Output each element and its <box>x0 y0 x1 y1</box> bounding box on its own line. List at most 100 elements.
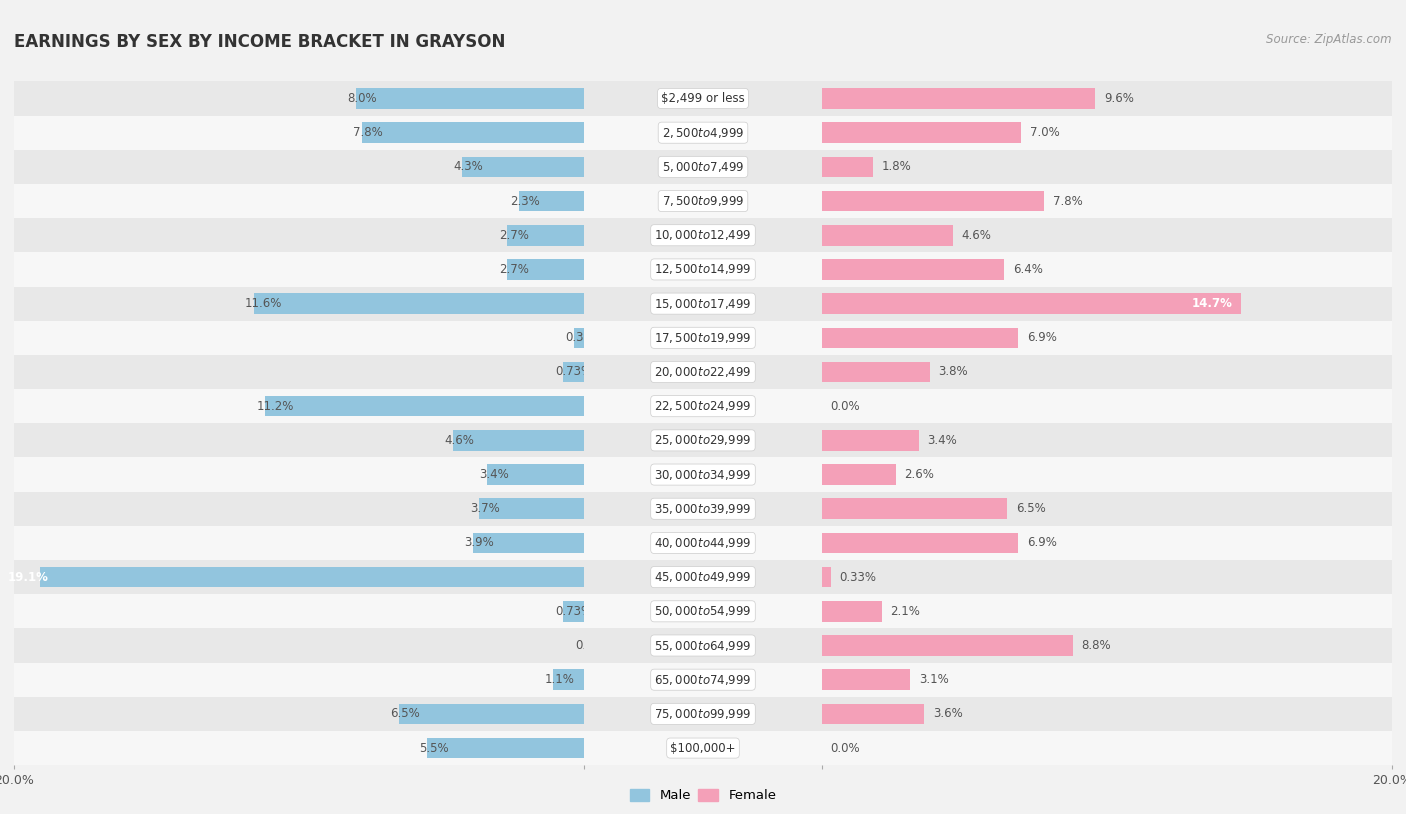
Bar <box>821 218 1392 252</box>
Text: 7.0%: 7.0% <box>1029 126 1060 139</box>
Bar <box>508 259 585 280</box>
Bar <box>472 532 585 554</box>
Text: $7,500 to $9,999: $7,500 to $9,999 <box>662 194 744 208</box>
Bar <box>821 663 1392 697</box>
Bar <box>585 663 821 697</box>
Bar <box>14 116 585 150</box>
Text: 7.8%: 7.8% <box>1053 195 1083 208</box>
Bar <box>585 252 821 287</box>
Bar <box>585 81 821 116</box>
Bar <box>821 567 831 588</box>
Text: $100,000+: $100,000+ <box>671 742 735 755</box>
Bar <box>14 492 585 526</box>
Bar <box>14 184 585 218</box>
Text: 1.1%: 1.1% <box>544 673 574 686</box>
Bar <box>14 628 585 663</box>
Bar <box>821 355 1392 389</box>
Bar <box>821 731 1392 765</box>
Text: $2,499 or less: $2,499 or less <box>661 92 745 105</box>
Text: 3.9%: 3.9% <box>464 536 495 549</box>
Text: 3.6%: 3.6% <box>934 707 963 720</box>
Text: 11.6%: 11.6% <box>245 297 283 310</box>
Bar <box>585 389 821 423</box>
Bar <box>821 430 918 451</box>
Bar <box>821 116 1392 150</box>
Bar <box>574 327 585 348</box>
Bar <box>821 594 1392 628</box>
Text: 3.7%: 3.7% <box>470 502 501 515</box>
Text: $22,500 to $24,999: $22,500 to $24,999 <box>654 399 752 414</box>
Bar <box>821 628 1392 663</box>
Bar <box>821 225 953 246</box>
Bar <box>821 560 1392 594</box>
Text: 0.36%: 0.36% <box>565 331 603 344</box>
Bar <box>585 321 821 355</box>
Bar <box>564 601 585 622</box>
Bar <box>821 526 1392 560</box>
Bar <box>14 457 585 492</box>
Bar <box>585 526 821 560</box>
Bar <box>821 252 1392 287</box>
Text: 0.33%: 0.33% <box>839 571 877 584</box>
Text: $50,000 to $54,999: $50,000 to $54,999 <box>654 604 752 619</box>
Bar <box>14 731 585 765</box>
Bar <box>585 457 821 492</box>
Text: $5,000 to $7,499: $5,000 to $7,499 <box>662 160 744 174</box>
Text: $12,500 to $14,999: $12,500 to $14,999 <box>654 262 752 277</box>
Bar <box>585 560 821 594</box>
Bar <box>585 731 821 765</box>
Text: 3.1%: 3.1% <box>918 673 949 686</box>
Bar <box>585 116 821 150</box>
Text: 3.8%: 3.8% <box>939 365 969 379</box>
Text: 6.9%: 6.9% <box>1026 536 1057 549</box>
Bar <box>14 81 585 116</box>
Bar <box>453 430 585 451</box>
Bar <box>356 88 585 109</box>
Bar <box>585 184 821 218</box>
Text: 0.73%: 0.73% <box>555 605 592 618</box>
Bar <box>585 355 821 389</box>
Bar <box>427 737 585 759</box>
Text: 4.6%: 4.6% <box>962 229 991 242</box>
Bar <box>821 81 1392 116</box>
Text: $30,000 to $34,999: $30,000 to $34,999 <box>654 467 752 482</box>
Text: $17,500 to $19,999: $17,500 to $19,999 <box>654 330 752 345</box>
Bar <box>821 423 1392 457</box>
Bar <box>821 287 1392 321</box>
Text: 6.5%: 6.5% <box>1015 502 1046 515</box>
Bar <box>264 396 585 417</box>
Bar <box>821 327 1018 348</box>
Text: $25,000 to $29,999: $25,000 to $29,999 <box>654 433 752 448</box>
Bar <box>361 122 585 143</box>
Text: 2.7%: 2.7% <box>499 263 529 276</box>
Text: 6.4%: 6.4% <box>1012 263 1043 276</box>
Bar <box>519 190 585 212</box>
Bar <box>14 526 585 560</box>
Text: $55,000 to $64,999: $55,000 to $64,999 <box>654 638 752 653</box>
Text: 2.1%: 2.1% <box>890 605 920 618</box>
Bar <box>821 601 882 622</box>
Text: 19.1%: 19.1% <box>7 571 48 584</box>
Text: 4.6%: 4.6% <box>444 434 474 447</box>
Bar <box>14 663 585 697</box>
Bar <box>488 464 585 485</box>
Text: 11.2%: 11.2% <box>256 400 294 413</box>
Text: 4.3%: 4.3% <box>453 160 482 173</box>
Bar <box>585 218 821 252</box>
Text: Source: ZipAtlas.com: Source: ZipAtlas.com <box>1267 33 1392 46</box>
Text: $45,000 to $49,999: $45,000 to $49,999 <box>654 570 752 584</box>
Bar <box>821 389 1392 423</box>
Legend: Male, Female: Male, Female <box>624 783 782 807</box>
Text: 0.0%: 0.0% <box>831 400 860 413</box>
Text: 1.8%: 1.8% <box>882 160 911 173</box>
Text: $75,000 to $99,999: $75,000 to $99,999 <box>654 707 752 721</box>
Text: 7.8%: 7.8% <box>353 126 382 139</box>
Bar <box>821 190 1045 212</box>
Bar <box>14 287 585 321</box>
Bar <box>585 492 821 526</box>
Bar <box>821 669 910 690</box>
Bar <box>821 703 924 724</box>
Text: 3.4%: 3.4% <box>928 434 957 447</box>
Bar <box>585 697 821 731</box>
Text: 14.7%: 14.7% <box>1191 297 1232 310</box>
